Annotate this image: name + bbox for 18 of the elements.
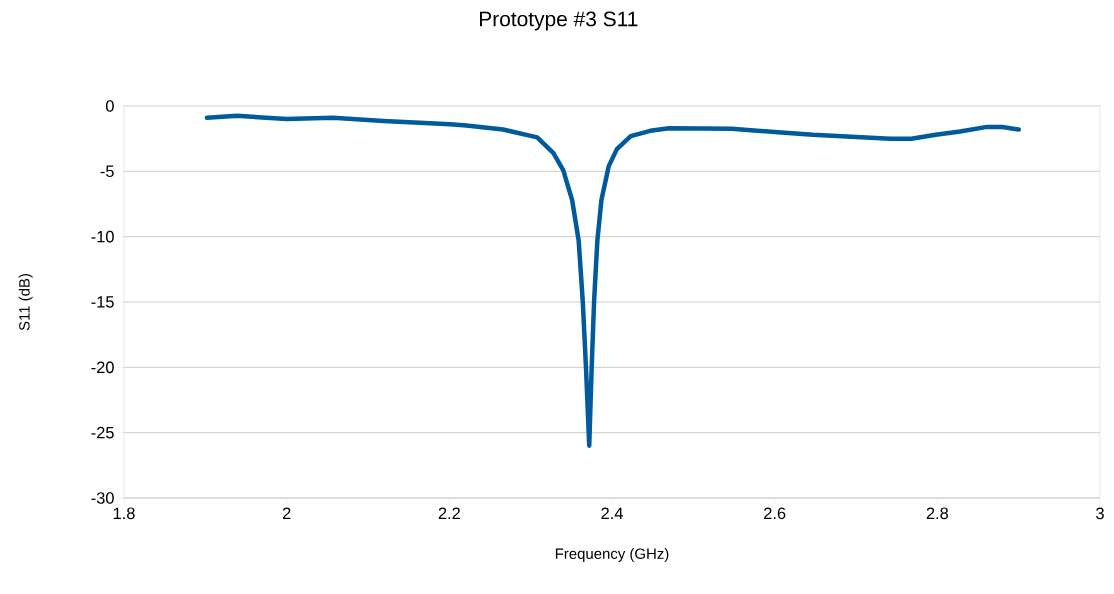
x-tick-label: 3 bbox=[1096, 507, 1104, 520]
x-tick-label: 2.2 bbox=[438, 507, 460, 519]
y-tick-label: -30 bbox=[91, 492, 114, 504]
y-tick-label: -20 bbox=[91, 361, 114, 374]
chart-title: Prototype #3 S11 bbox=[479, 11, 638, 31]
y-tick-label: 0 bbox=[105, 100, 114, 112]
x-tick-label: 2.6 bbox=[764, 507, 786, 520]
y-tick-label: -10 bbox=[91, 230, 114, 243]
x-tick-label: 2 bbox=[282, 507, 291, 519]
x-tick-label: 2.8 bbox=[926, 507, 949, 520]
y-tick-label: -15 bbox=[91, 296, 114, 308]
x-tick-label: 2.4 bbox=[601, 507, 623, 519]
x-axis-title: Frequency (GHz) bbox=[555, 548, 669, 562]
y-axis-title: S11 (dB) bbox=[18, 274, 33, 331]
x-tick-label: 1.8 bbox=[113, 507, 135, 520]
y-tick-label: -25 bbox=[91, 426, 114, 439]
line-series bbox=[204, 113, 1021, 448]
y-tick-label: -5 bbox=[100, 165, 114, 178]
